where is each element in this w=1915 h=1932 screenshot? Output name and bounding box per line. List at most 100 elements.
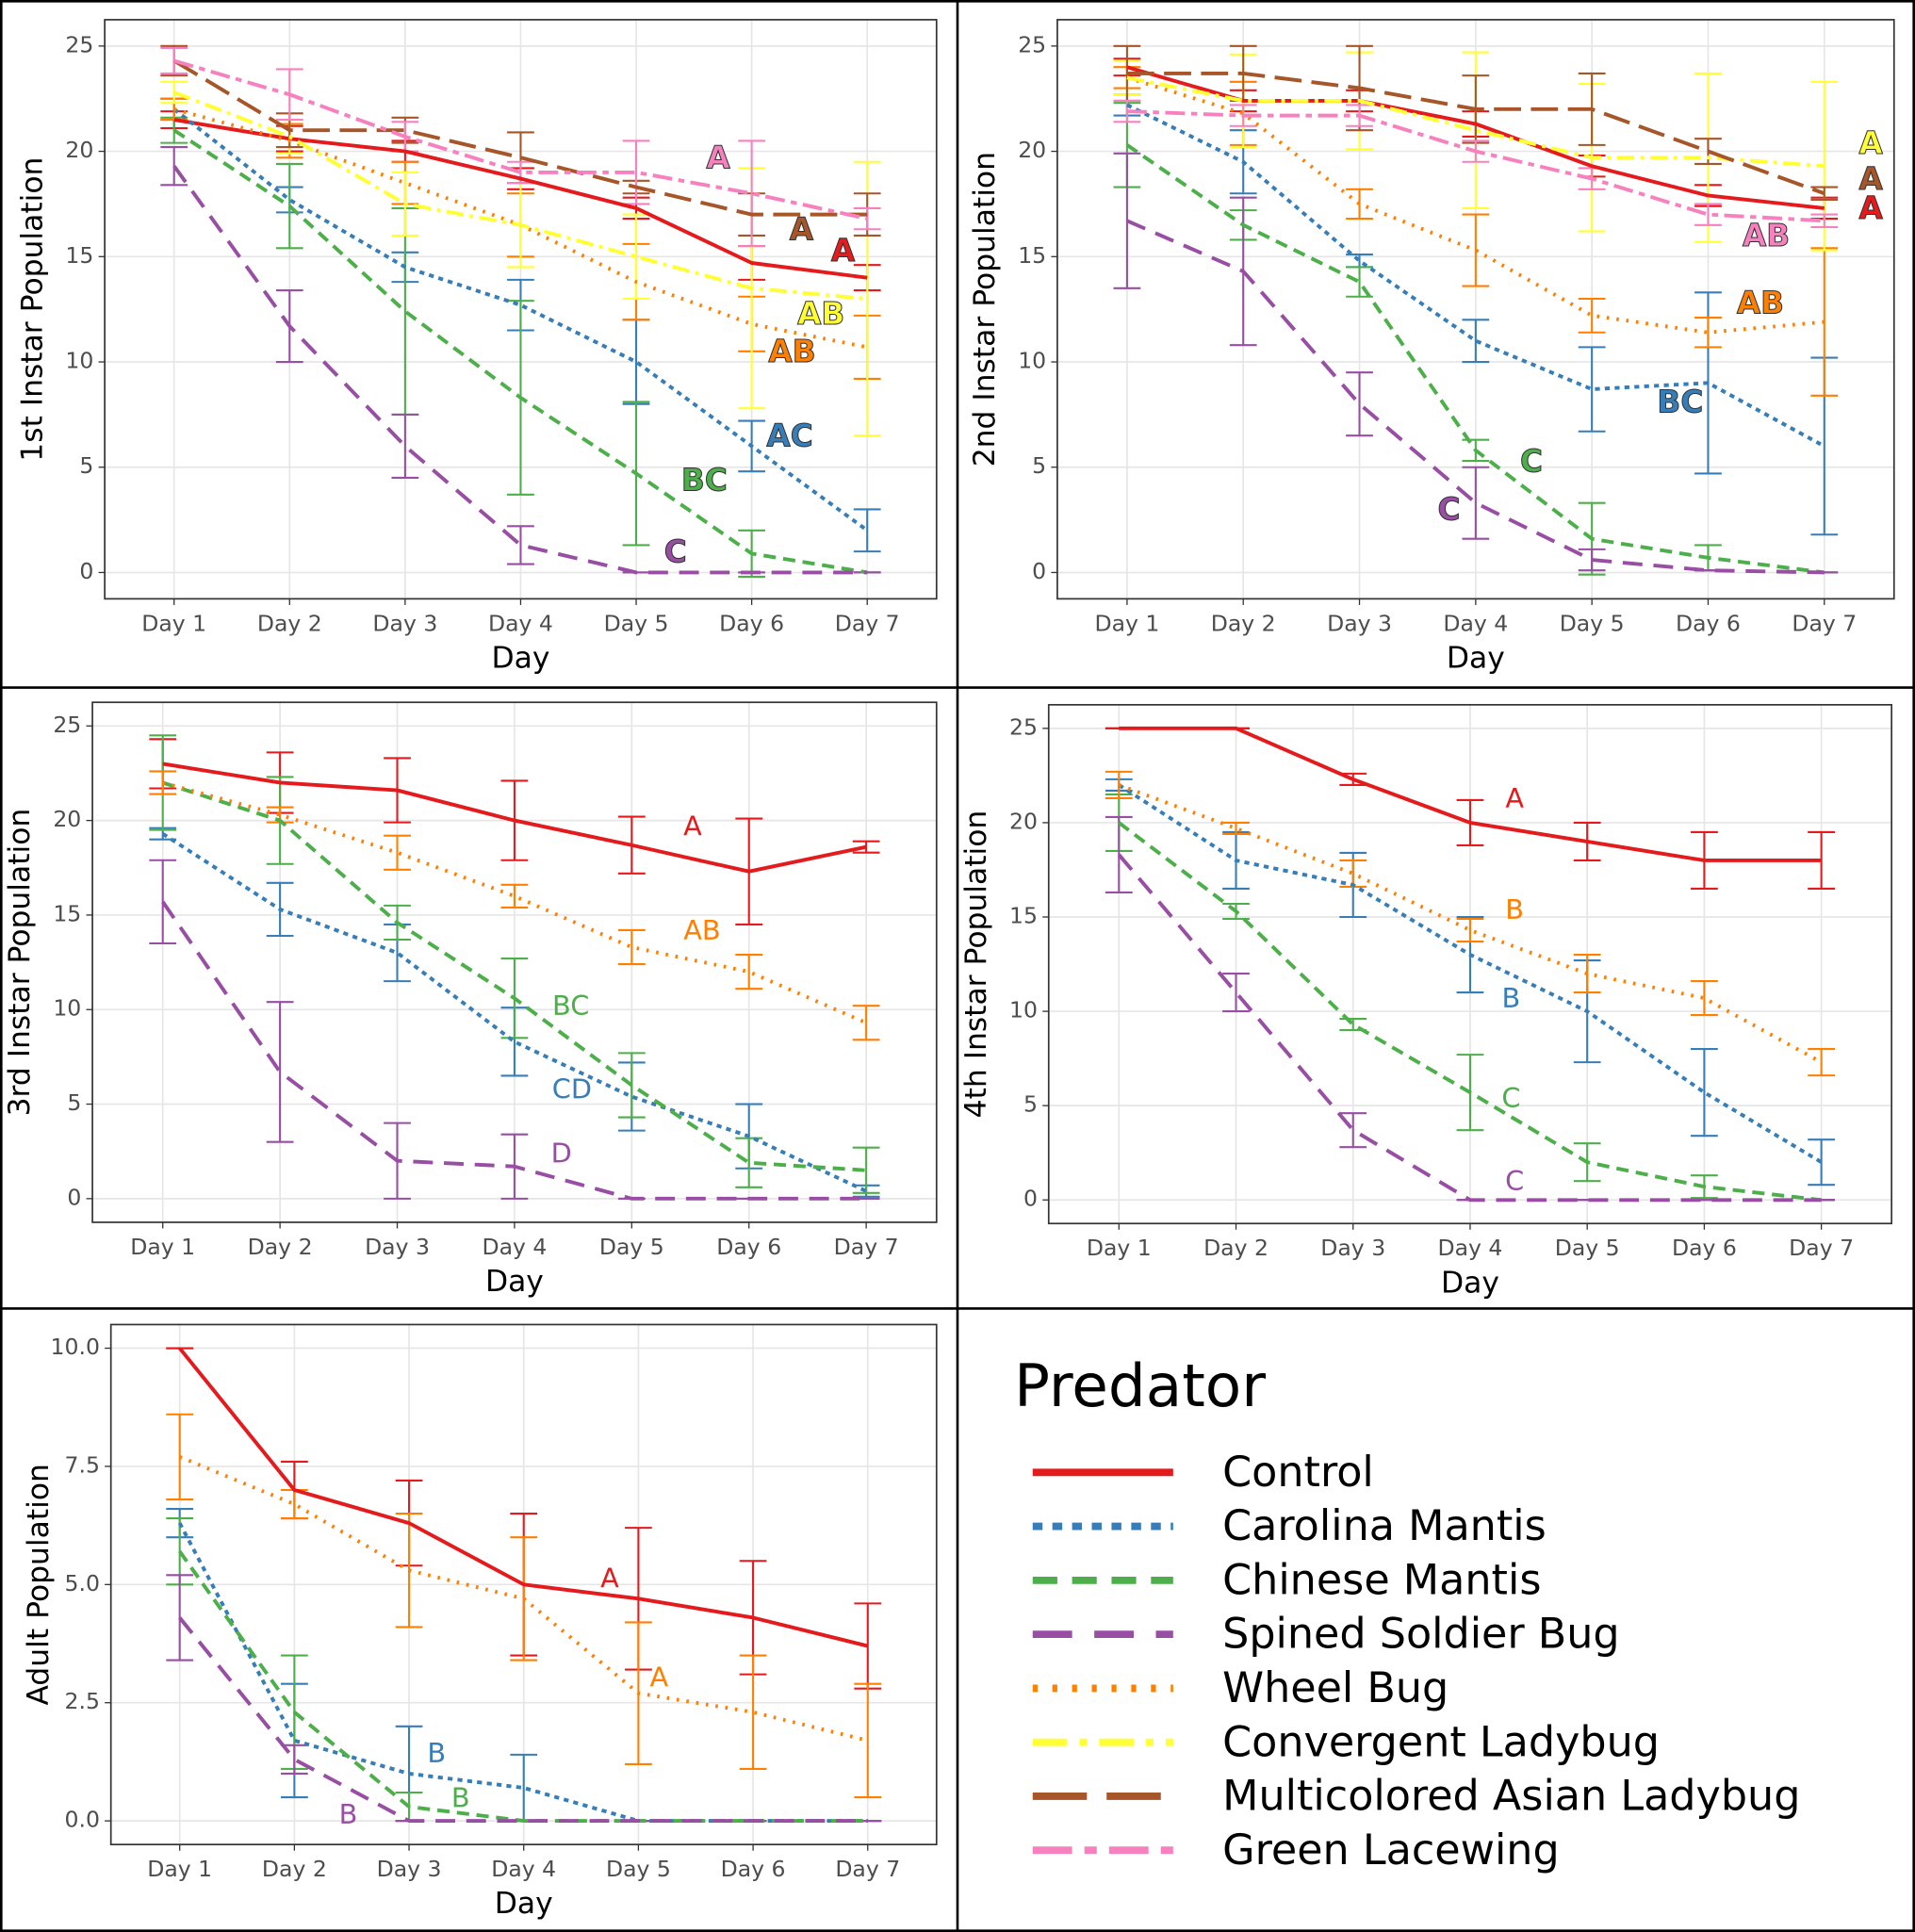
plot-border [109,1323,938,1846]
x-tick-label: Day 3 [1327,610,1392,636]
y-tick-label: 10 [53,995,81,1022]
x-tick-label: Day 2 [1203,1235,1268,1261]
legend-label: Carolina Mantis [1222,1502,1547,1550]
x-tick-label: Day 7 [835,1856,900,1882]
annotation: C [1520,443,1543,479]
error-bar [622,139,650,205]
x-tick-label: Day 1 [147,1856,212,1882]
y-tick-label: 10 [65,348,93,374]
x-tick-label: Day 4 [482,1234,547,1260]
error-bar [1810,186,1839,202]
annotation: B [1502,982,1521,1014]
y-axis-title: 4th Instar Population [959,810,993,1119]
error-bar [1346,371,1373,437]
annotation: AB [768,334,815,369]
y-tick-label: 0 [1032,558,1046,584]
x-tick-label: Day 5 [606,1856,671,1882]
y-axis-title: Adult Population [22,1464,56,1705]
panel: 0 5 10 15 20 25 Day 1 Day 2 Day 3 Day 4 Day 5 Day 6… [959,703,1893,1300]
x-tick-label: Day 2 [262,1856,327,1882]
error-bar [852,1146,880,1194]
x-tick-label: Day 6 [721,1856,786,1882]
y-tick-label: 0 [79,558,93,584]
error-bar [854,1682,882,1799]
error-bar [149,859,177,945]
x-axis-title: Day [485,1265,544,1299]
error-bar [1810,213,1839,229]
x-tick-label: Day 5 [604,610,669,636]
series-line [173,90,868,301]
x-tick-label: Day 6 [1672,1235,1737,1261]
y-tick-label: 10 [1018,348,1046,374]
annotation: CD [552,1073,592,1105]
error-bar [1578,297,1606,334]
error-bar [166,1574,194,1662]
series-line [172,58,868,217]
y-tick-label: 20 [53,806,81,832]
series-line [172,165,868,575]
series-line [161,900,867,1201]
panel: 0.0 2.5 5.0 7.5 10.0 Day 1 Day 2 Day 3 Day 4 Day … [22,1323,938,1921]
y-tick-label: 15 [65,242,93,269]
x-tick-label: Day 5 [599,1234,664,1260]
y-tick-label: 15 [1009,903,1038,929]
x-tick-label: Day 7 [834,1234,899,1260]
series-line [178,1347,869,1648]
x-tick-label: Day 3 [365,1234,430,1260]
series-line [1126,75,1825,169]
plot-border [104,19,938,600]
x-tick-label: Day 3 [377,1856,442,1882]
annotation: AB [683,914,720,946]
annotation: A [683,810,702,843]
error-bar [1694,317,1722,349]
y-tick-label: 15 [53,900,81,926]
y-tick-label: 20 [65,137,93,163]
legend-label: Green Lacewing [1222,1826,1560,1875]
series-line [1119,726,1822,862]
y-tick-label: 2.5 [65,1688,100,1714]
error-bar [160,80,188,105]
y-tick-label: 0 [1023,1186,1038,1212]
x-tick-label: Day 7 [835,610,900,636]
series-line [1118,821,1822,1203]
error-bar [507,525,534,565]
error-bar [1462,319,1490,364]
legend-label: Convergent Ladybug [1222,1718,1660,1766]
annotation: B [1505,893,1524,925]
error-bar [1456,917,1484,943]
error-bar [1105,770,1133,799]
series-line [1125,143,1825,575]
series-line [162,780,867,1172]
legend: Predator Control Carolina Mantis Chinese Ma… [1014,1351,1800,1875]
x-tick-label: Day 4 [488,610,553,636]
x-tick-label: Day 7 [1792,610,1857,636]
legend-label: Control [1222,1449,1374,1497]
y-tick-label: 5.0 [65,1570,100,1596]
annotation: BC [1657,385,1703,420]
annotation: C [1505,1165,1524,1197]
legend-label: Multicolored Asian Ladybug [1222,1773,1800,1821]
plot-border [1047,703,1893,1225]
error-bar [1339,1112,1367,1149]
error-bar [852,840,880,854]
error-bar [1462,213,1490,287]
x-tick-label: Day 1 [1094,610,1159,636]
error-bar [1222,821,1250,835]
annotation: A [790,211,814,247]
x-tick-label: Day 6 [719,610,784,636]
error-bar [149,770,177,795]
series-line [1126,219,1825,575]
x-tick-label: Day 1 [141,610,206,636]
legend-title: Predator [1014,1351,1266,1420]
y-tick-label: 7.5 [65,1451,100,1478]
x-tick-label: Day 1 [1087,1235,1152,1261]
annotation: AC [766,418,812,453]
error-bar [266,1001,294,1143]
error-bar [500,883,529,909]
x-tick-label: Day 4 [491,1856,556,1882]
x-tick-label: Day 5 [1555,1235,1620,1261]
x-tick-label: Day 6 [716,1234,781,1260]
series-line [1117,853,1822,1203]
legend-label: Wheel Bug [1222,1664,1449,1712]
